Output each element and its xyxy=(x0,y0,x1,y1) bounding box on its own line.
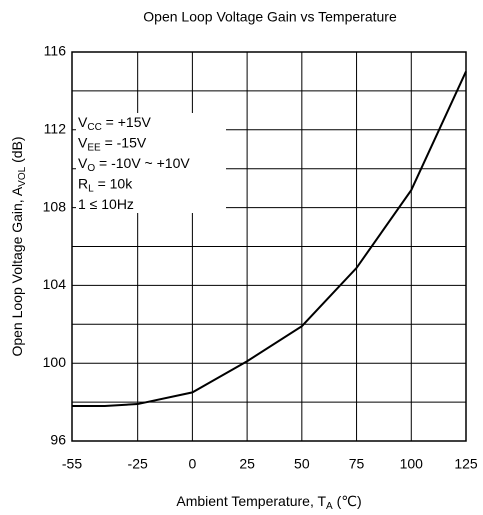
text-part: = +15V xyxy=(102,114,152,130)
annotation-box xyxy=(76,113,226,213)
annotation: 1 ≤ 10Hz xyxy=(78,196,134,212)
y-tick-label: 112 xyxy=(44,121,67,137)
y-tick-label: 108 xyxy=(43,198,67,214)
text-part: V xyxy=(78,114,88,130)
y-tick-label: 116 xyxy=(44,43,67,59)
x-tick-label: 75 xyxy=(349,456,365,472)
text-part: V xyxy=(78,155,88,171)
text-part: Open Loop Voltage Gain, A xyxy=(9,186,25,356)
annotation: RL = 10k xyxy=(78,175,133,194)
y-tick-label: 104 xyxy=(43,276,67,292)
y-tick-label: 96 xyxy=(50,432,66,448)
annotation: VO = -10V ~ +10V xyxy=(78,155,190,174)
text-part: (℃) xyxy=(333,493,362,509)
subscript: CC xyxy=(87,122,101,133)
subscript: O xyxy=(87,163,95,174)
x-tick-label: -55 xyxy=(62,456,82,472)
text-part: = -15V xyxy=(101,134,147,150)
text-part: (dB) xyxy=(9,136,25,166)
x-tick-label: 25 xyxy=(239,456,255,472)
chart-title: Open Loop Voltage Gain vs Temperature xyxy=(143,9,397,25)
text-part: = -10V ~ +10V xyxy=(95,155,190,171)
text-part: V xyxy=(78,134,88,150)
subscript: A xyxy=(326,501,333,512)
x-tick-label: -25 xyxy=(128,456,148,472)
x-axis-label: Ambient Temperature, TA (℃) xyxy=(176,493,361,512)
x-tick-label: 0 xyxy=(188,456,196,472)
text-part: R xyxy=(78,175,88,191)
annotation: VCC = +15V xyxy=(78,114,152,133)
data-line xyxy=(72,71,467,407)
x-tick-label: 125 xyxy=(454,456,478,472)
y-tick-label: 100 xyxy=(43,354,67,370)
text-part: 1 ≤ 10Hz xyxy=(78,196,134,212)
subscript: L xyxy=(88,183,94,194)
text-part: = 10k xyxy=(94,175,134,191)
x-tick-label: 50 xyxy=(294,456,310,472)
subscript: EE xyxy=(87,142,101,153)
annotation: VEE = -15V xyxy=(78,134,147,153)
x-tick-label: 100 xyxy=(400,456,424,472)
y-axis-label: Open Loop Voltage Gain, AVOL (dB) xyxy=(9,136,28,356)
subscript: VOL xyxy=(17,166,28,186)
text-part: Ambient Temperature, T xyxy=(176,493,326,509)
plot-frame xyxy=(71,51,467,442)
